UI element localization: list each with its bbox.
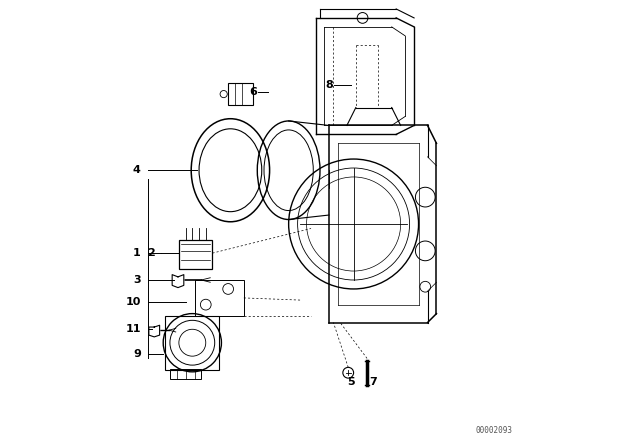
Bar xyxy=(165,316,219,370)
Text: 6: 6 xyxy=(250,87,257,97)
Text: 1: 1 xyxy=(133,248,141,258)
Text: 3: 3 xyxy=(133,275,141,285)
Text: 4: 4 xyxy=(133,165,141,175)
Text: 2: 2 xyxy=(147,248,155,258)
Bar xyxy=(179,240,212,269)
Text: 5: 5 xyxy=(348,377,355,387)
Polygon shape xyxy=(149,325,159,337)
Text: 9: 9 xyxy=(133,349,141,359)
Text: 11: 11 xyxy=(125,324,141,334)
Bar xyxy=(195,280,244,316)
Text: 00002093: 00002093 xyxy=(476,426,513,435)
Bar xyxy=(228,83,253,105)
Text: 10: 10 xyxy=(125,297,141,307)
Polygon shape xyxy=(172,275,184,288)
Text: 8: 8 xyxy=(326,80,333,90)
Text: 7: 7 xyxy=(369,377,377,387)
Bar xyxy=(170,369,202,379)
